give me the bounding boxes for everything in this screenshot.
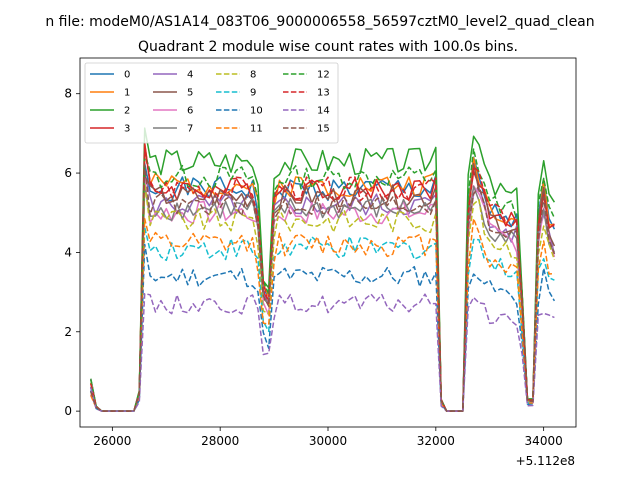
series-line-8 xyxy=(90,183,556,412)
series-line-11 xyxy=(90,217,555,412)
legend-label-15: 15 xyxy=(317,124,330,135)
y-tick-label: 6 xyxy=(64,166,72,180)
series-line-10 xyxy=(90,243,556,412)
series-line-1 xyxy=(90,142,555,412)
legend-label-8: 8 xyxy=(250,70,256,81)
series-line-14 xyxy=(90,292,555,412)
x-tick-label: 32000 xyxy=(417,434,455,448)
x-tick-label: 28000 xyxy=(201,434,239,448)
chart-title: Quadrant 2 module wise count rates with … xyxy=(138,39,518,55)
figure-suptitle: n file: modeM0/AS1A14_083T06_9000006558_… xyxy=(45,14,594,30)
legend-label-12: 12 xyxy=(317,70,330,81)
series-line-2 xyxy=(90,127,556,412)
series-line-7 xyxy=(90,185,556,412)
series-line-13 xyxy=(90,150,555,412)
series-line-12 xyxy=(90,148,556,412)
y-axis: 0 2 4 6 8 xyxy=(64,87,80,418)
legend-label-10: 10 xyxy=(250,106,263,117)
legend-label-7: 7 xyxy=(187,124,193,135)
x-tick-label: 30000 xyxy=(309,434,347,448)
legend-label-4: 4 xyxy=(187,70,193,81)
legend-label-13: 13 xyxy=(317,88,330,99)
y-tick-label: 0 xyxy=(64,404,72,418)
legend-label-9: 9 xyxy=(250,88,256,99)
series-line-15 xyxy=(90,164,556,412)
series-line-9 xyxy=(90,226,555,412)
legend-label-5: 5 xyxy=(187,88,193,99)
legend-frame xyxy=(84,62,339,144)
series-layer xyxy=(90,127,556,412)
y-tick-label: 8 xyxy=(64,87,72,101)
y-tick-label: 4 xyxy=(64,245,72,259)
x-tick-label: 26000 xyxy=(93,434,131,448)
legend-label-1: 1 xyxy=(124,88,130,99)
x-axis: 26000 28000 30000 32000 34000 xyxy=(93,427,563,448)
x-offset-label: +5.112e8 xyxy=(516,454,575,468)
series-line-5 xyxy=(90,162,556,412)
legend-label-14: 14 xyxy=(317,106,330,117)
legend-label-11: 11 xyxy=(250,124,263,135)
series-line-6 xyxy=(90,177,556,412)
legend-label-0: 0 xyxy=(124,70,130,81)
legend-label-2: 2 xyxy=(124,106,130,117)
y-tick-label: 2 xyxy=(64,325,72,339)
legend-label-3: 3 xyxy=(124,124,130,135)
x-tick-label: 34000 xyxy=(525,434,563,448)
legend-label-6: 6 xyxy=(187,106,193,117)
